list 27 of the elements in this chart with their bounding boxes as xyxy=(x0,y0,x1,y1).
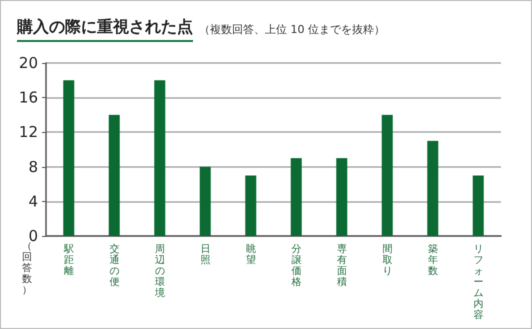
x-tick-label: 眺望 xyxy=(246,243,256,266)
y-tick-label: 4 xyxy=(28,192,38,210)
y-tick-label: 16 xyxy=(18,88,38,107)
x-tick-label: 築年数 xyxy=(428,244,438,277)
bar xyxy=(108,114,120,236)
bar xyxy=(200,166,211,236)
bar xyxy=(154,80,166,236)
bar xyxy=(336,158,348,236)
chart-subtitle: （複数回答、上位 10 位までを抜粋） xyxy=(199,22,385,38)
bar xyxy=(427,140,438,236)
y-tick-label: 8 xyxy=(28,158,38,176)
bar xyxy=(245,175,256,236)
chart-title: 購入の際に重視された点 xyxy=(17,17,193,42)
bar xyxy=(382,114,393,236)
x-tick-label: 周辺の環境 xyxy=(154,244,165,299)
y-tick-label: 20 xyxy=(18,54,38,72)
x-tick-label: 日照 xyxy=(200,244,210,266)
x-tick-label: 分譲価格 xyxy=(290,243,302,288)
x-tick-label: 駅距離 xyxy=(62,244,74,277)
y-tick-label: 12 xyxy=(18,123,38,142)
bar xyxy=(63,80,74,236)
bar xyxy=(290,158,302,236)
x-tick-label: 交通の便 xyxy=(109,243,120,288)
x-tick-label: 間取り xyxy=(382,244,392,277)
bar xyxy=(472,175,484,236)
x-tick-label: リフォーム内容 xyxy=(473,244,484,321)
x-tick-label: 専有面積 xyxy=(336,243,347,288)
